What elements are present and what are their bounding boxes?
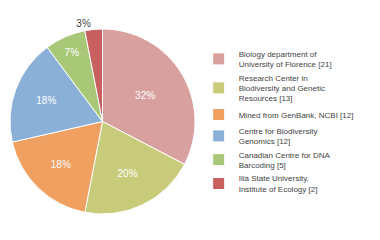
svg-text:Centre for BiodiversityGenomic: Centre for BiodiversityGenomics [12] — [239, 127, 318, 146]
svg-text:18%: 18% — [36, 95, 56, 106]
svg-text:3%: 3% — [76, 18, 91, 29]
svg-text:7%: 7% — [65, 47, 80, 58]
svg-text:18%: 18% — [51, 159, 71, 170]
svg-text:20%: 20% — [118, 168, 138, 179]
svg-text:Ilia State University,Institut: Ilia State University,Institute of Ecolo… — [239, 174, 318, 193]
svg-text:Research Center inBiodiversity: Research Center inBiodiversity and Genet… — [239, 74, 325, 104]
svg-text:Canadian Centre for DNABarcodi: Canadian Centre for DNABarcoding [5] — [239, 151, 331, 170]
svg-text:Biology department ofUniversit: Biology department ofUniversity of Flore… — [239, 50, 332, 69]
svg-text:Mined from GenBank, NCBI [12]: Mined from GenBank, NCBI [12] — [239, 111, 354, 120]
svg-text:32%: 32% — [135, 90, 155, 101]
